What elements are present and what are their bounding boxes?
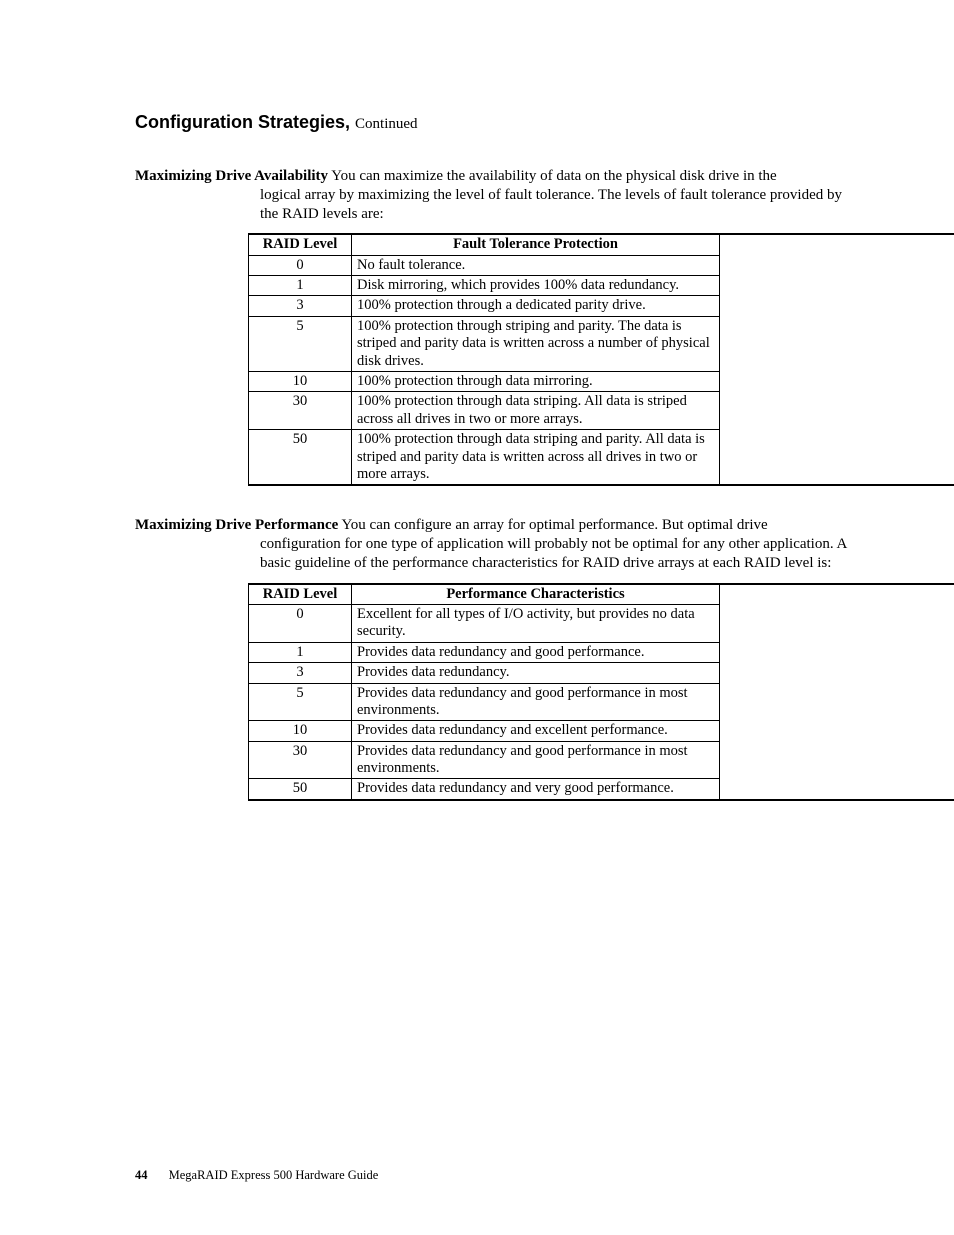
cell-level: 3 — [249, 296, 352, 316]
col-raid-level: RAID Level — [249, 585, 352, 605]
cell-level: 3 — [249, 663, 352, 683]
section-availability-label: Maximizing Drive Availability — [135, 168, 328, 184]
cell-desc: Provides data redundancy and good perfor… — [352, 642, 720, 662]
cell-desc: Provides data redundancy and very good p… — [352, 779, 720, 799]
table-row: 10 100% protection through data mirrorin… — [249, 371, 720, 391]
cell-level: 5 — [249, 683, 352, 721]
cell-desc: 100% protection through data striping. A… — [352, 392, 720, 430]
fault-tolerance-table-wrap: RAID Level Fault Tolerance Protection 0 … — [248, 233, 954, 486]
section-performance-label: Maximizing Drive Performance — [135, 517, 338, 533]
performance-table-wrap: RAID Level Performance Characteristics 0… — [248, 583, 954, 801]
page: Configuration Strategies, Continued Maxi… — [0, 0, 954, 1235]
heading-title: Configuration Strategies, — [135, 112, 350, 132]
col-fault-tolerance: Fault Tolerance Protection — [352, 235, 720, 255]
cell-level: 50 — [249, 430, 352, 485]
cell-level: 10 — [249, 721, 352, 741]
cell-level: 0 — [249, 255, 352, 275]
cell-level: 10 — [249, 371, 352, 391]
cell-level: 1 — [249, 276, 352, 296]
section-performance: Maximizing Drive Performance You can con… — [135, 516, 864, 572]
cell-desc: Disk mirroring, which provides 100% data… — [352, 276, 720, 296]
table-row: 0 No fault tolerance. — [249, 255, 720, 275]
page-heading: Configuration Strategies, Continued — [135, 112, 864, 133]
table-header-row: RAID Level Performance Characteristics — [249, 585, 720, 605]
cell-level: 30 — [249, 741, 352, 779]
cell-desc: Provides data redundancy and good perfor… — [352, 683, 720, 721]
cell-desc: Provides data redundancy and good perfor… — [352, 741, 720, 779]
table-row: 10 Provides data redundancy and excellen… — [249, 721, 720, 741]
cell-desc: Excellent for all types of I/O activity,… — [352, 604, 720, 642]
table-row: 50 100% protection through data striping… — [249, 430, 720, 485]
table-header-row: RAID Level Fault Tolerance Protection — [249, 235, 720, 255]
table-row: 1 Provides data redundancy and good perf… — [249, 642, 720, 662]
cell-desc: Provides data redundancy and excellent p… — [352, 721, 720, 741]
col-raid-level: RAID Level — [249, 235, 352, 255]
cell-level: 0 — [249, 604, 352, 642]
col-performance: Performance Characteristics — [352, 585, 720, 605]
cell-level: 5 — [249, 316, 352, 371]
cell-desc: 100% protection through data mirroring. — [352, 371, 720, 391]
cell-desc: 100% protection through data striping an… — [352, 430, 720, 485]
cell-desc: 100% protection through striping and par… — [352, 316, 720, 371]
section-performance-inline: You can configure an array for optimal p… — [338, 517, 767, 533]
section-availability-inline: You can maximize the availability of dat… — [328, 168, 777, 184]
cell-level: 30 — [249, 392, 352, 430]
table-row: 3 100% protection through a dedicated pa… — [249, 296, 720, 316]
table-row: 1 Disk mirroring, which provides 100% da… — [249, 276, 720, 296]
cell-level: 50 — [249, 779, 352, 799]
fault-tolerance-table: RAID Level Fault Tolerance Protection 0 … — [248, 235, 720, 484]
table-row: 3 Provides data redundancy. — [249, 663, 720, 683]
cell-desc: 100% protection through a dedicated pari… — [352, 296, 720, 316]
performance-table: RAID Level Performance Characteristics 0… — [248, 585, 720, 799]
table-row: 30 100% protection through data striping… — [249, 392, 720, 430]
table-row: 30 Provides data redundancy and good per… — [249, 741, 720, 779]
page-number: 44 — [135, 1168, 148, 1182]
section-performance-cont: configuration for one type of applicatio… — [135, 535, 864, 573]
page-footer: 44 MegaRAID Express 500 Hardware Guide — [135, 1168, 378, 1183]
cell-desc: Provides data redundancy. — [352, 663, 720, 683]
table-row: 50 Provides data redundancy and very goo… — [249, 779, 720, 799]
section-availability-cont: logical array by maximizing the level of… — [135, 186, 864, 224]
cell-desc: No fault tolerance. — [352, 255, 720, 275]
table-row: 0 Excellent for all types of I/O activit… — [249, 604, 720, 642]
doc-title: MegaRAID Express 500 Hardware Guide — [169, 1168, 379, 1182]
section-availability: Maximizing Drive Availability You can ma… — [135, 167, 864, 223]
table-row: 5 Provides data redundancy and good perf… — [249, 683, 720, 721]
table-row: 5 100% protection through striping and p… — [249, 316, 720, 371]
heading-continued: Continued — [355, 116, 418, 132]
cell-level: 1 — [249, 642, 352, 662]
